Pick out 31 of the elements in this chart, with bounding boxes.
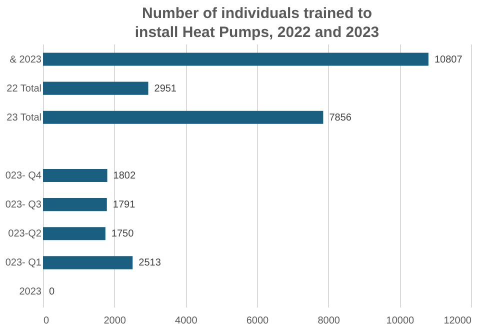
y-tick-label: 023-Q2 [8,228,42,240]
y-tick-label: 023- Q3 [5,200,42,211]
y-tick-label: 023- Q1 [5,258,42,269]
x-tick-label: 0 [44,316,50,326]
data-label: 0 [49,286,55,298]
x-tick-label: 12000 [444,316,472,326]
bar [43,168,108,182]
bar [43,52,428,66]
y-tick-label: & 2023 [10,54,42,66]
bar [43,256,133,270]
x-tick-label: 8000 [318,316,340,326]
bar [43,227,106,240]
y-tick-label: 023- Q4 [5,170,42,182]
data-label: 7856 [329,112,352,124]
y-tick-label: 22 Total [6,83,42,94]
data-label: 1791 [112,200,136,211]
chart-title: Number of individuals trained to install Heat Pumps, 2022 and 2023 [134,5,380,41]
x-tick-label: 2000 [104,316,126,326]
data-label: 10807 [434,54,463,66]
x-tick-label: 4000 [175,316,198,326]
data-label: 2513 [138,258,162,269]
data-label: 2951 [154,83,177,94]
y-tick-label: 23 Total [6,112,42,124]
y-tick-label: 2023 [19,286,42,298]
bar [43,110,324,124]
data-label: 1750 [111,228,134,240]
bar [43,82,148,95]
x-tick-label: 10000 [386,316,415,326]
bar [43,198,107,212]
data-label: 1802 [113,170,136,182]
x-tick-label: 6000 [246,316,270,326]
